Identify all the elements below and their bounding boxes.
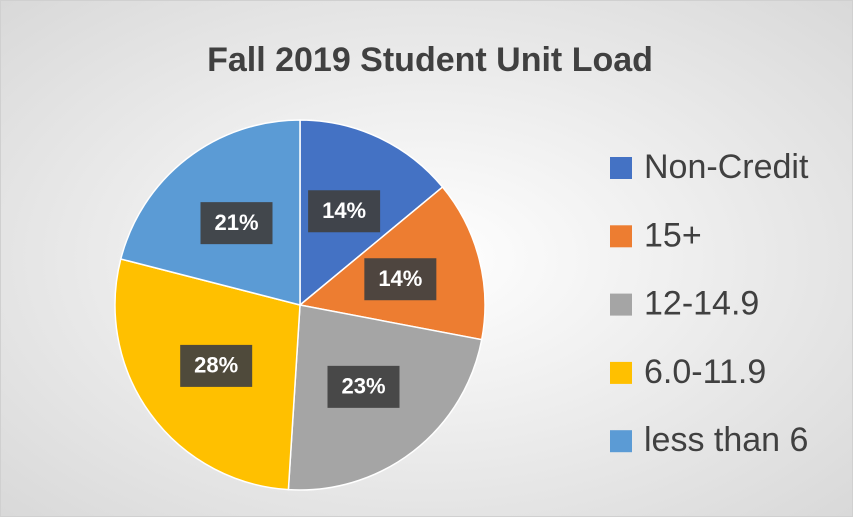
chart-title: Fall 2019 Student Unit Load [207,41,653,79]
legend-label: 12-14.9 [644,285,759,323]
data-label-box [364,258,437,301]
legend-swatch [610,225,632,248]
legend-label: less than 6 [644,421,808,459]
data-label: 21% [214,210,258,235]
legend-label: Non-Credit [644,148,809,186]
legend-swatch [610,157,632,179]
legend-label: 6.0-11.9 [644,353,766,391]
data-label-box [180,344,253,387]
legend-label: 15+ [644,216,702,254]
legend-swatch [610,293,632,316]
data-label: 23% [341,374,385,399]
data-label: 14% [322,198,366,223]
legend-swatch [610,430,632,453]
data-label-box [327,365,400,408]
data-label: 28% [194,353,238,378]
data-label: 14% [378,266,422,291]
legend-swatch [610,361,632,384]
data-label-box [200,202,273,245]
data-label-box [308,190,381,233]
